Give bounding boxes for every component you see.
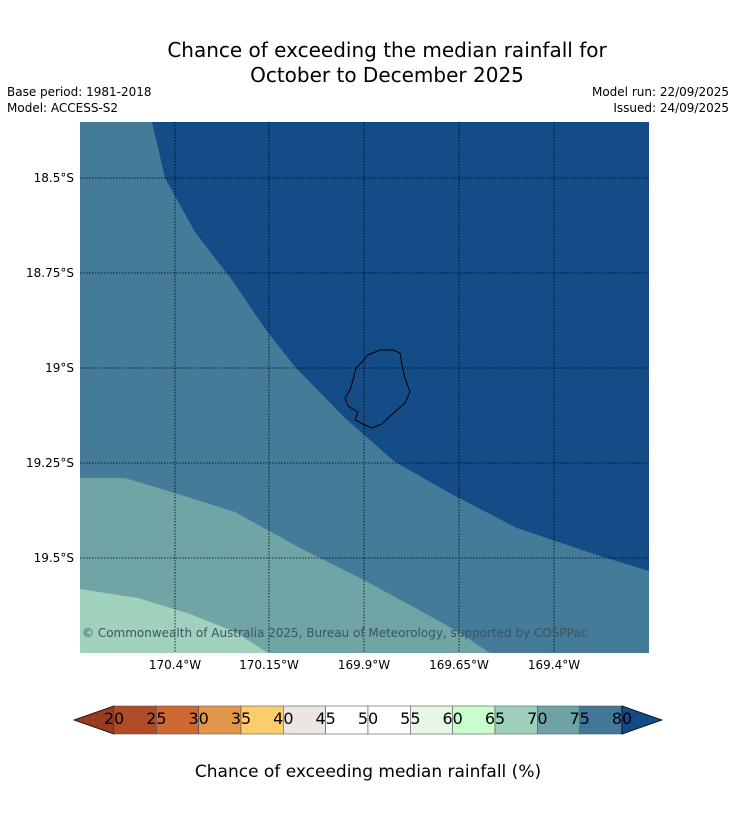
- lat-label-19-25: 19.25°S: [26, 456, 74, 470]
- lon-label-170-15: 170.15°W: [239, 658, 299, 672]
- map-title: Chance of exceeding the median rainfall …: [0, 38, 736, 88]
- colorbar-cell: [494, 705, 538, 735]
- copyright-notice: © Commonwealth of Australia 2025, Bureau…: [82, 626, 588, 640]
- title-line-1: Chance of exceeding the median rainfall …: [167, 38, 607, 62]
- lat-label-18-75: 18.75°S: [26, 266, 74, 280]
- lat-label-19-5: 19.5°S: [33, 551, 74, 565]
- meta-left: Base period: 1981-2018 Model: ACCESS-S2: [7, 84, 152, 116]
- colorbar-title: Chance of exceeding median rainfall (%): [194, 762, 542, 782]
- region-70-75: [80, 478, 490, 653]
- region-above-80: [152, 122, 649, 571]
- region-65-70: [80, 589, 268, 653]
- meta-right: Model run: 22/09/2025 Issued: 24/09/2025: [592, 84, 729, 116]
- colorbar-tick-label: 80: [611, 709, 633, 728]
- colorbar-cells: [113, 705, 623, 735]
- colorbar-tick-label: 20: [103, 709, 125, 728]
- colorbar-tick-label: 25: [146, 709, 167, 728]
- grid-lines: [80, 122, 649, 653]
- colorbar-cell: [537, 705, 580, 735]
- lon-label-169-4: 169.4°W: [527, 658, 581, 672]
- colorbar-tick-label: 55: [400, 709, 421, 728]
- colorbar-cell: [367, 705, 411, 735]
- colorbar-tick-label: 40: [273, 709, 294, 728]
- lon-label-169-9: 169.9°W: [337, 658, 391, 672]
- issued-date: Issued: 24/09/2025: [613, 101, 729, 115]
- colorbar-cell: [452, 705, 496, 735]
- colorbar-tick-label: 35: [230, 709, 252, 728]
- lon-label-169-65: 169.65°W: [429, 658, 489, 672]
- colorbar-tick-label: 65: [484, 709, 506, 728]
- lon-label-170-4: 170.4°W: [148, 658, 202, 672]
- model-run: Model run: 22/09/2025: [591, 85, 729, 99]
- colorbar-tick-label: 30: [188, 709, 209, 728]
- lat-label-18-5: 18.5°S: [33, 171, 74, 185]
- colorbar-tick-label: 45: [315, 709, 336, 728]
- colorbar-tick-label: 75: [569, 709, 590, 728]
- colorbar-tick-label: 70: [527, 709, 548, 728]
- colorbar-cell: [113, 705, 157, 735]
- colorbar-cell: [325, 705, 369, 735]
- colorbar-cell: [579, 705, 623, 735]
- colorbar-cell: [283, 705, 326, 735]
- colorbar-tick-label: 50: [357, 709, 379, 728]
- model-name: Model: ACCESS-S2: [7, 101, 119, 115]
- colorbar-over-arrow: [621, 705, 664, 735]
- colorbar-cell: [198, 705, 242, 735]
- lat-label-19: 19°S: [45, 361, 74, 375]
- colorbar-tick-label: 60: [442, 709, 463, 728]
- niue-island-outline: [344, 349, 411, 429]
- base-period: Base period: 1981-2018: [7, 85, 152, 99]
- title-line-2: October to December 2025: [250, 63, 524, 87]
- colorbar-cell: [156, 705, 199, 735]
- colorbar-cell: [410, 705, 453, 735]
